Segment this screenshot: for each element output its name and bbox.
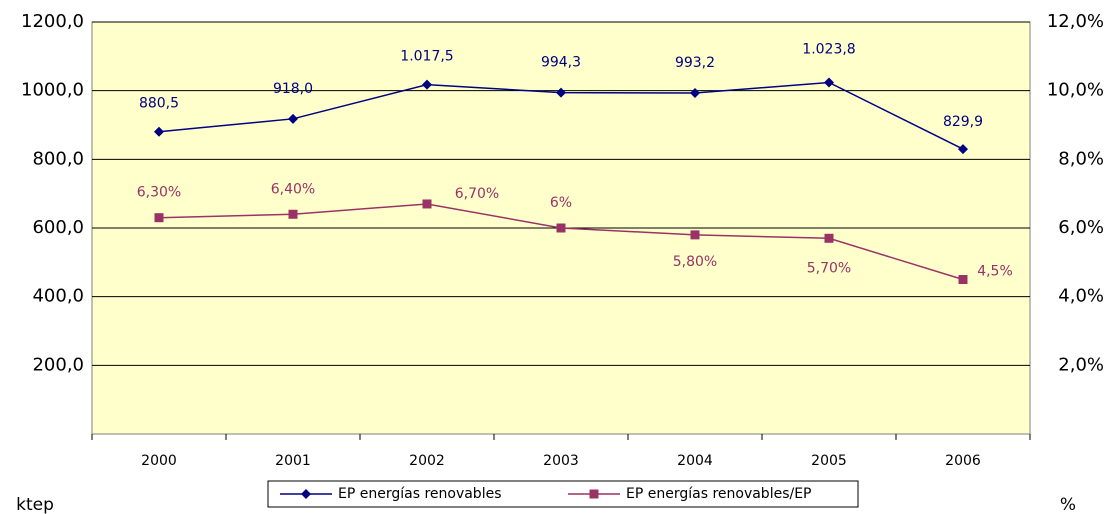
data-label: 1.023,8 [802,41,855,57]
data-label: 4,5% [977,264,1013,280]
point [154,126,164,137]
x-tick-label: 2004 [677,453,713,469]
y2-tick-label: 4,0% [1058,286,1104,307]
point [288,209,298,219]
y2-tick-label: 2,0% [1058,354,1104,375]
legend-label: EP energías renovables/EP [626,486,812,502]
data-label: 5,70% [807,260,851,276]
data-label: 829,9 [943,114,983,130]
data-label: 880,5 [139,96,179,112]
y-tick-label: 400,0 [32,286,84,307]
point [288,113,298,124]
legend-label: EP energías renovables [338,486,502,502]
point [958,275,968,284]
data-label: 6,40% [271,181,315,197]
y-tick-label: 800,0 [32,148,84,169]
point [824,233,834,243]
x-tick-label: 2003 [543,453,579,469]
x-tick-label: 2002 [409,453,445,469]
y-tick-label: 1200,0 [21,11,84,32]
point [690,88,700,99]
y2-tick-label: 12,0% [1047,11,1104,32]
x-tick-label: 2001 [275,453,311,469]
point [690,230,700,240]
point [154,213,164,223]
data-label: 6,30% [137,185,181,201]
data-label: 5,80% [673,254,717,270]
point [556,223,566,233]
legend [267,480,859,508]
data-label: 6% [550,195,572,211]
y2-tick-label: 8,0% [1058,148,1104,169]
x-tick-label: 2000 [141,453,177,469]
x-tick-label: 2005 [811,453,847,469]
point [556,87,566,98]
data-label: 993,2 [675,55,715,71]
data-label: 994,3 [541,55,581,71]
point [301,489,311,499]
point [422,199,432,209]
data-label: 918,0 [273,81,313,97]
y-tick-label: 600,0 [32,217,84,238]
data-label: 6,70% [455,186,499,202]
x-tick-label: 2006 [945,453,981,469]
point [589,489,599,499]
y2-tick-label: 6,0% [1058,217,1104,238]
y2-axis-label: % [1060,495,1076,514]
point [824,77,834,88]
y2-tick-label: 10,0% [1047,80,1104,101]
y-tick-label: 1000,0 [21,80,84,101]
point [958,144,968,155]
y-axis-label: ktep [16,495,54,514]
point [422,79,432,90]
y-tick-label: 200,0 [32,354,84,375]
data-label: 1.017,5 [400,49,453,65]
